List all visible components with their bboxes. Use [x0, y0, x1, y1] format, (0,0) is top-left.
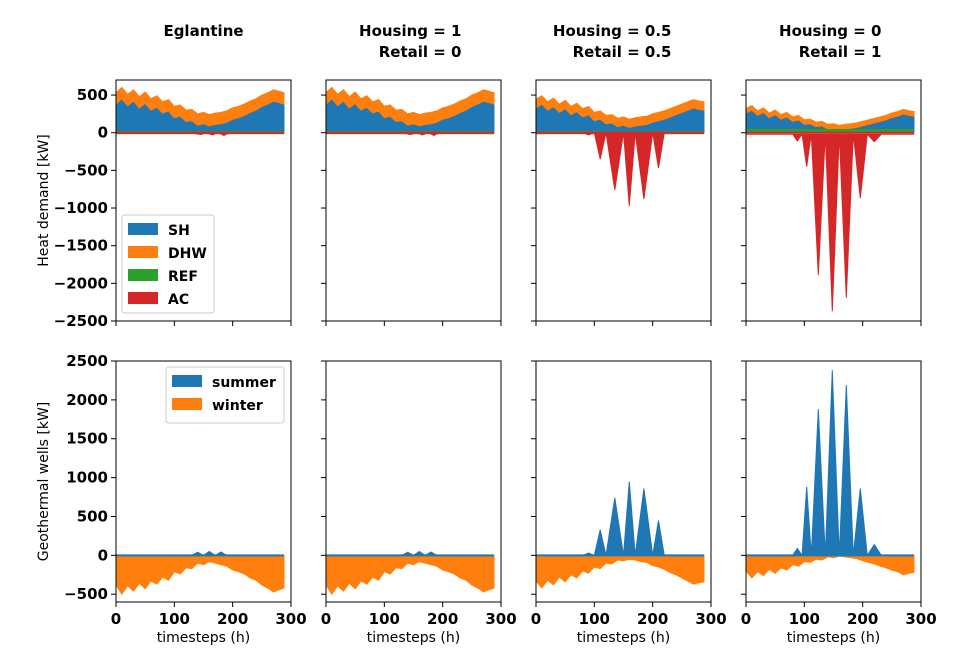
y-tick-label: −1500 [54, 237, 108, 255]
legend: summer winter [165, 366, 285, 424]
series-DHW [115, 86, 285, 127]
legend-swatch-REF [128, 269, 158, 281]
y-tick-label: −500 [64, 161, 108, 179]
column-title: Eglantine [163, 22, 243, 40]
x-tick-label: 0 [531, 610, 541, 628]
legend-swatch-winter [172, 398, 202, 410]
axes-frame [535, 79, 712, 322]
y-tick-label: −1000 [54, 199, 108, 217]
column-title: Retail = 0 [379, 43, 462, 61]
series-DHW [325, 86, 495, 127]
x-tick-label: 100 [159, 610, 190, 628]
y-tick-label: −2500 [54, 312, 108, 330]
y-tick-label: 1500 [66, 430, 108, 448]
x-tick-label: 300 [905, 610, 936, 628]
legend-label-DHW: DHW [168, 246, 207, 262]
axes-frame [115, 360, 292, 603]
column-title: Retail = 0.5 [573, 43, 672, 61]
y-axis-label: Geothermal wells [kW] [36, 402, 52, 562]
x-tick-label: 200 [427, 610, 458, 628]
y-tick-label: 500 [77, 507, 108, 525]
panel-1: 500 0 −500 −1000 −1500 −2000 −2500 Heat demand … [36, 22, 292, 330]
x-tick-label: 200 [847, 610, 878, 628]
column-title: Housing = 0.5 [553, 22, 672, 40]
series-AC [746, 132, 914, 312]
panel-8: 0 100 200 300 timesteps (h) [741, 360, 937, 646]
x-tick-label: 300 [275, 610, 306, 628]
axes-frame [325, 360, 502, 603]
x-tick-label: 100 [579, 610, 610, 628]
y-tick-label: 0 [98, 124, 108, 142]
legend-swatch-AC [128, 292, 158, 304]
axes-frame [115, 79, 292, 322]
x-tick-label: 0 [321, 610, 331, 628]
column-title: Housing = 0 [779, 22, 881, 40]
panel-7: 0 100 200 300 timesteps (h) [531, 360, 727, 646]
legend-swatch-DHW [128, 246, 158, 258]
series-DHW [745, 104, 915, 131]
axes-frame [325, 79, 502, 322]
x-tick-label: 200 [637, 610, 668, 628]
panel-2: Housing = 1 Retail = 0 [321, 22, 502, 326]
x-tick-label: 300 [485, 610, 516, 628]
x-axis-label: timesteps (h) [787, 630, 880, 646]
legend-swatch-SH [128, 223, 158, 235]
y-tick-label: −500 [64, 585, 108, 603]
x-axis-label: timesteps (h) [577, 630, 670, 646]
column-title: Retail = 1 [799, 43, 882, 61]
panel-6: 0 100 200 300 timesteps (h) [321, 360, 517, 646]
x-tick-label: 100 [369, 610, 400, 628]
x-axis-label: timesteps (h) [157, 630, 250, 646]
series-summer [746, 370, 914, 557]
x-tick-label: 0 [741, 610, 751, 628]
legend-swatch-summer [172, 375, 202, 387]
series-winter [325, 554, 495, 596]
legend-label-SH: SH [168, 223, 190, 239]
panel-3: Housing = 0.5 Retail = 0.5 [531, 22, 712, 326]
series-AC [536, 132, 704, 206]
x-axis-label: timesteps (h) [367, 630, 460, 646]
legend-label-AC: AC [168, 292, 189, 308]
legend-label-winter: winter [212, 398, 263, 414]
series-winter [745, 554, 915, 579]
y-tick-label: −2000 [54, 274, 108, 292]
legend-label-REF: REF [168, 269, 198, 285]
x-tick-label: 200 [217, 610, 248, 628]
axes-frame [745, 360, 922, 603]
legend-box [121, 214, 215, 314]
y-axis-label: Heat demand [kW] [36, 134, 52, 266]
x-tick-label: 300 [695, 610, 726, 628]
y-tick-label: 500 [77, 86, 108, 104]
column-title: Housing = 1 [359, 22, 461, 40]
legend-label-summer: summer [212, 375, 276, 391]
y-tick-label: 2500 [66, 352, 108, 370]
series-winter [535, 554, 705, 589]
series-summer [536, 481, 704, 557]
x-tick-label: 0 [111, 610, 121, 628]
legend: SH DHW REF AC [121, 214, 215, 314]
y-tick-label: 2000 [66, 391, 108, 409]
y-tick-label: 0 [98, 546, 108, 564]
series-winter [115, 554, 285, 596]
axes-frame [745, 79, 922, 322]
y-tick-label: 1000 [66, 469, 108, 487]
axes-frame [535, 360, 712, 603]
series-DHW [535, 95, 705, 128]
panel-4: Housing = 0 Retail = 1 [741, 22, 922, 326]
x-tick-label: 100 [789, 610, 820, 628]
